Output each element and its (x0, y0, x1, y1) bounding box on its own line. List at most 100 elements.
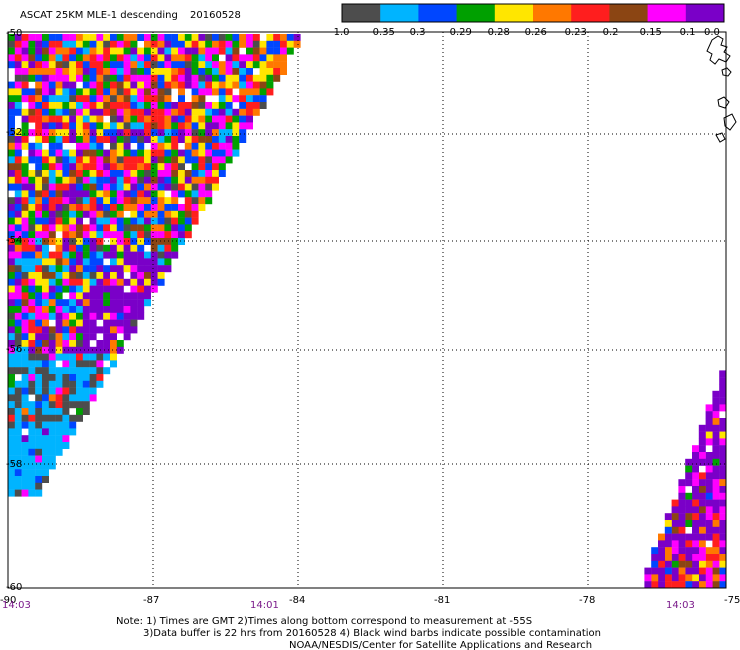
swath-pixel (89, 367, 97, 375)
swath-pixel (42, 421, 49, 429)
swath-pixel (212, 68, 219, 75)
swath-pixel (96, 312, 104, 320)
swath-pixel (103, 353, 111, 361)
swath-pixel (82, 340, 90, 347)
swath-pixel (14, 210, 22, 218)
swath-pixel (8, 122, 15, 130)
swath-pixel (42, 102, 49, 109)
swath-pixel (212, 115, 219, 123)
swath-pixel (14, 238, 22, 245)
swath-pixel (8, 428, 15, 436)
swath-pixel (212, 74, 219, 82)
swath-pixel (21, 326, 29, 334)
swath-pixel (712, 533, 720, 541)
swath-pixel (116, 54, 124, 62)
swath-pixel (62, 251, 70, 259)
swath-pixel (89, 108, 97, 116)
swath-pixel (76, 95, 83, 103)
swath-pixel (69, 258, 77, 266)
swath-pixel (8, 231, 15, 239)
swath-pixel (62, 374, 70, 381)
swath-pixel (21, 469, 29, 477)
swath-pixel (116, 102, 124, 109)
swath-pixel (246, 54, 253, 62)
swath-pixel (150, 34, 158, 41)
swath-pixel (205, 68, 213, 75)
swath-pixel (14, 326, 22, 334)
swath-pixel (14, 81, 22, 89)
swath-pixel (692, 472, 699, 480)
swath-pixel (55, 149, 63, 157)
swath-pixel (137, 142, 145, 150)
swath-pixel (8, 476, 15, 483)
swath-pixel (110, 190, 117, 198)
swath-pixel (42, 54, 49, 62)
swath-pixel (698, 438, 706, 446)
swath-pixel (82, 54, 90, 62)
swath-pixel (232, 142, 240, 150)
swath-pixel (48, 251, 56, 259)
swath-pixel (205, 183, 213, 191)
swath-pixel (212, 163, 219, 171)
swath-pixel (116, 319, 124, 327)
swath-pixel (191, 136, 199, 143)
swath-pixel (8, 183, 15, 191)
swath-pixel (198, 156, 206, 164)
swath-pixel (55, 238, 63, 245)
swath-pixel (164, 40, 172, 48)
swath-pixel (137, 265, 145, 273)
swath-pixel (89, 360, 97, 368)
swath-pixel (21, 462, 29, 470)
swath-pixel (719, 472, 727, 480)
swath-pixel (150, 224, 158, 232)
swath-pixel (82, 380, 90, 388)
swath-pixel (266, 54, 274, 62)
swath-pixel (35, 319, 43, 327)
swath-pixel (225, 54, 233, 62)
swath-pixel (110, 278, 117, 286)
swath-pixel (8, 272, 15, 279)
swath-pixel (55, 326, 63, 334)
swath-pixel (35, 102, 43, 109)
swath-pixel (719, 445, 727, 453)
swath-pixel (157, 61, 165, 69)
swath-pixel (76, 231, 83, 239)
swath-pixel (76, 170, 83, 177)
swath-pixel (62, 387, 70, 395)
swath-pixel (48, 88, 56, 96)
swath-pixel (110, 47, 117, 55)
swath-pixel (150, 142, 158, 150)
swath-pixel (48, 170, 56, 177)
swath-pixel (239, 95, 247, 103)
swath-pixel (144, 54, 151, 62)
swath-pixel (130, 183, 138, 191)
swath-pixel (8, 326, 15, 334)
swath-pixel (212, 81, 219, 89)
swath-pixel (62, 122, 70, 130)
swath-pixel (69, 224, 77, 232)
swath-pixel (191, 217, 199, 225)
swath-pixel (685, 458, 693, 466)
swath-pixel (164, 81, 172, 89)
swath-pixel (184, 176, 192, 184)
swath-pixel (89, 258, 97, 266)
swath-pixel (110, 34, 117, 41)
swath-pixel (212, 61, 219, 69)
swath-pixel (171, 163, 179, 171)
swath-pixel (150, 81, 158, 89)
swath-pixel (692, 540, 699, 548)
swath-pixel (110, 149, 117, 157)
swath-pixel (116, 61, 124, 69)
swath-pixel (719, 404, 727, 412)
swath-pixel (42, 380, 49, 388)
swath-pixel (28, 238, 36, 245)
swath-pixel (171, 224, 179, 232)
swath-pixel (89, 197, 97, 205)
swath-pixel (712, 499, 720, 507)
swath-pixel (144, 197, 151, 205)
swath-pixel (144, 238, 151, 245)
swath-pixel (14, 61, 22, 69)
swath-pixel (110, 142, 117, 150)
swath-pixel (62, 149, 70, 157)
swath-pixel (35, 238, 43, 245)
